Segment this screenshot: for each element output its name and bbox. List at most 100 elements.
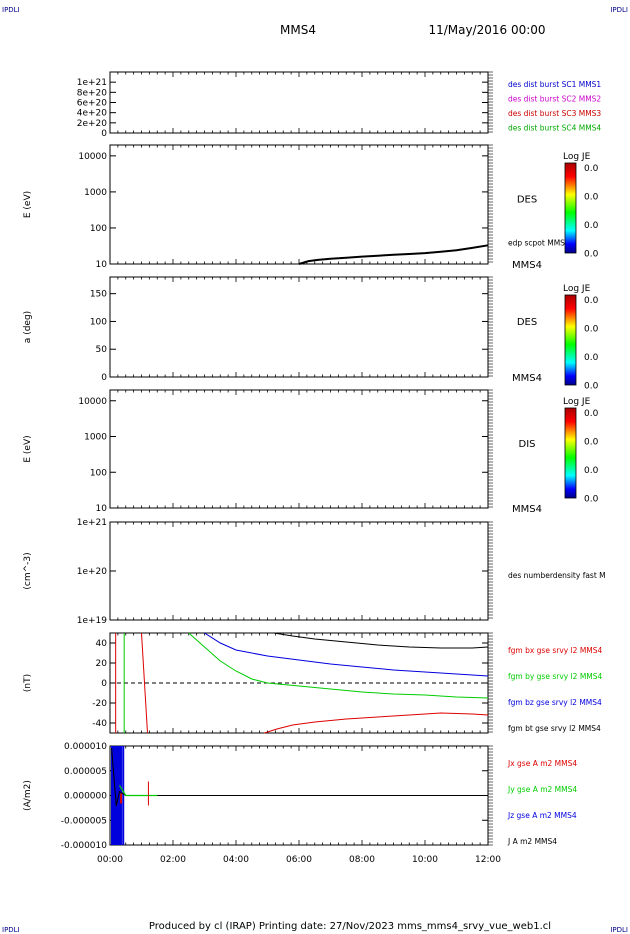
colorbar-tick-label: 0.0 [584, 382, 599, 392]
colorbar-tick-label: 0.0 [584, 193, 599, 203]
colorbar-tick-label: 0.0 [584, 296, 599, 306]
legend-entry: des dist burst SC2 MMS2 [508, 95, 601, 104]
y-tick-label: 10 [96, 260, 108, 270]
y-axis-label: E (eV) [23, 191, 33, 218]
series-label: Jy gse A m2 MMS4 [507, 785, 577, 794]
y-tick-label: 4e+20 [77, 109, 108, 119]
y-tick-label: 0.000010 [64, 742, 107, 752]
right-bottom-label: MMS4 [512, 373, 542, 384]
colorbar-tick-label: 0.0 [584, 250, 599, 260]
colorbar-tick-label: 0.0 [584, 221, 599, 231]
y-tick-label: 0 [101, 679, 107, 689]
y-tick-label: 150 [90, 290, 107, 300]
colorbar-tick-label: 0.0 [584, 353, 599, 363]
legend-entry: des dist burst SC1 MMS1 [508, 80, 601, 89]
jz-burst-fill [110, 746, 122, 845]
right-bottom-label: MMS4 [512, 504, 542, 515]
spike-line [141, 632, 148, 734]
y-tick-label: -40 [92, 719, 107, 729]
y-tick-label: 1e+20 [77, 567, 108, 577]
panel-frame [109, 71, 489, 134]
series-label: J A m2 MMS4 [507, 837, 557, 846]
y-tick-label: 100 [90, 468, 107, 478]
y-tick-label: 0 [101, 373, 107, 383]
footer-text: Produced by cl (IRAP) Printing date: 27/… [149, 921, 551, 932]
y-tick-label: 1e+19 [77, 616, 108, 626]
series-line [188, 632, 489, 699]
y-tick-label: 0.000000 [64, 792, 107, 802]
right-label: DES [517, 195, 537, 206]
x-tick-label: 04:00 [223, 855, 249, 865]
y-tick-label: 20 [96, 659, 108, 669]
x-tick-label: 02:00 [160, 855, 186, 865]
colorbar [564, 294, 577, 386]
jy-line [118, 785, 158, 797]
series-line [204, 632, 489, 677]
series-line [264, 712, 489, 734]
x-tick-label: 08:00 [349, 855, 375, 865]
right-label: DES [517, 317, 537, 328]
y-axis-label: a (deg) [23, 311, 33, 343]
y-tick-label: -20 [92, 699, 107, 709]
corner-label: IPDLI [610, 6, 628, 14]
series-label: fgm bx gse srvy l2 MMS4 [508, 646, 603, 655]
y-tick-label: 10000 [78, 152, 107, 162]
panel-frame [109, 389, 489, 509]
corner-label: IPDLI [2, 926, 20, 934]
right-label: DIS [519, 439, 536, 450]
y-tick-label: 40 [96, 639, 108, 649]
colorbar [564, 407, 577, 499]
y-tick-label: 6e+20 [77, 99, 108, 109]
y-tick-label: 1e+21 [77, 518, 107, 528]
colorbar-tick-label: 0.0 [584, 164, 599, 174]
x-tick-label: 10:00 [412, 855, 438, 865]
y-axis-label: (A/m2) [23, 780, 33, 811]
y-tick-label: 50 [96, 345, 108, 355]
series-label: Jx gse A m2 MMS4 [507, 759, 577, 768]
y-tick-label: 0 [101, 129, 107, 139]
colorbar [564, 162, 577, 254]
y-tick-label: 10 [96, 504, 108, 514]
panel-frame [109, 144, 489, 265]
y-tick-label: -0.000010 [61, 841, 107, 851]
y-axis-label: E (eV) [23, 435, 33, 462]
legend-entry: des dist burst SC4 MMS4 [508, 124, 601, 133]
panel-frame [109, 521, 489, 621]
colorbar-tick-label: 0.0 [584, 466, 599, 476]
y-tick-label: 8e+20 [77, 88, 108, 98]
colorbar-tick-label: 0.0 [584, 438, 599, 448]
right-bottom-label: MMS4 [512, 260, 542, 271]
y-tick-label: 10000 [78, 397, 107, 407]
x-tick-label: 12:00 [475, 855, 501, 865]
y-axis-label: (cm^-3) [23, 552, 33, 589]
y-axis-label: (nT) [23, 674, 33, 692]
series-label: fgm bz gse srvy l2 MMS4 [508, 698, 602, 707]
legend-entry: des dist burst SC3 MMS3 [508, 109, 601, 118]
y-tick-label: 0.000005 [64, 767, 107, 777]
series-label: fgm bt gse srvy l2 MMS4 [508, 724, 601, 733]
y-tick-label: 1000 [84, 188, 107, 198]
y-tick-label: 1e+21 [77, 78, 107, 88]
colorbar-label: Log JE [563, 284, 591, 294]
colorbar-tick-label: 0.0 [584, 409, 599, 419]
legend-entry: des numberdensity fast M [508, 571, 606, 580]
x-tick-label: 00:00 [97, 855, 123, 865]
colorbar-label: Log JE [563, 397, 591, 407]
series-label: fgm by gse srvy l2 MMS4 [508, 672, 603, 681]
x-tick-label: 06:00 [286, 855, 312, 865]
series-line [298, 244, 489, 265]
y-tick-label: 1000 [84, 433, 107, 443]
y-tick-label: 100 [90, 224, 107, 234]
y-tick-label: -0.000005 [61, 816, 107, 826]
spacecraft-title: MMS4 [280, 23, 316, 37]
colorbar-tick-label: 0.0 [584, 495, 599, 505]
datetime-title: 11/May/2016 00:00 [428, 23, 545, 37]
colorbar-label: Log JE [563, 152, 591, 162]
series-label: Jz gse A m2 MMS4 [507, 811, 577, 820]
colorbar-tick-label: 0.0 [584, 325, 599, 335]
series-line [273, 632, 489, 649]
y-tick-label: 100 [90, 317, 107, 327]
corner-label: IPDLI [610, 926, 628, 934]
panel-frame [109, 276, 489, 378]
